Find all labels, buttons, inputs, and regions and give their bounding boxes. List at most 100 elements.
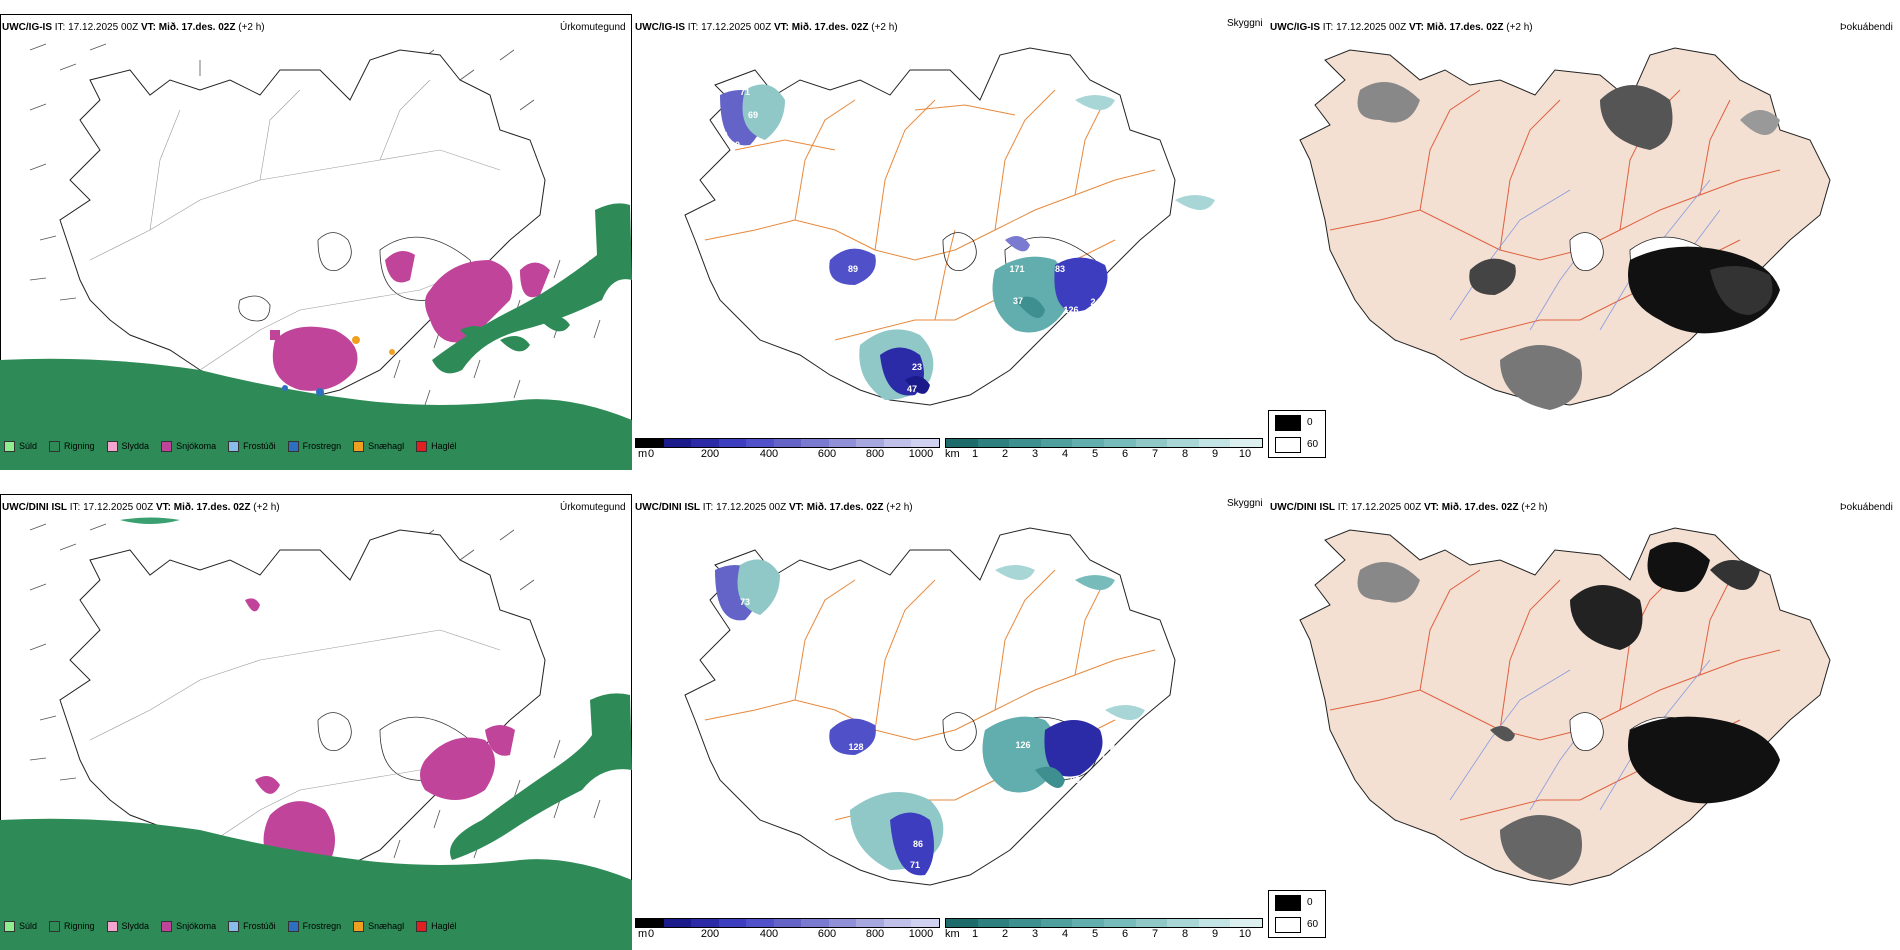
model-name: UWC/IG-IS	[2, 22, 52, 33]
vis-label: 73	[740, 597, 750, 607]
vis-label: 85	[950, 824, 960, 834]
it-value: 17.12.2025 00Z	[68, 22, 139, 33]
panel-title: UWC/IG-IS IT: 17.12.2025 00Z VT: Mið. 17…	[2, 22, 265, 33]
visibility-value-labels: 71 69 30 9 89 171 83 70 37 126 248 72 86…	[722, 87, 1130, 398]
vis-label: 248	[1090, 297, 1105, 307]
vis-label: 72	[1100, 754, 1110, 764]
legend-swatch	[228, 440, 240, 452]
legend-item: Slydda	[106, 920, 149, 932]
legend-swatch	[161, 440, 173, 452]
colorbar-tick: 7	[1151, 448, 1159, 460]
vt-label: VT:	[140, 22, 156, 33]
vis-label: 313	[1062, 806, 1077, 816]
fog-index-panel: UWC/DINI ISL IT: 17.12.2025 00Z VT: Mið.…	[1270, 480, 1900, 950]
panel-right-title: Þokuábendi	[1840, 22, 1893, 33]
visibility-map: 73 128 126 72 72 83 9 313 85 86 193 71 6…	[684, 527, 1176, 886]
road-network	[89, 79, 501, 371]
vt-value: Mið. 17.des. 02Z	[158, 22, 236, 33]
visibility-panel: UWC/IG-IS IT: 17.12.2025 00Z VT: Mið. 17…	[635, 0, 1270, 470]
fog-map	[1299, 47, 1831, 410]
visibility-low-areas	[715, 559, 1145, 876]
panel-title: UWC/DINI ISL IT: 17.12.2025 00Z VT: Mið.…	[1270, 502, 1548, 513]
row-dini: UWC/DINI ISL IT: 17.12.2025 00Z VT: Mið.…	[0, 480, 1900, 950]
vis-label: 83	[1070, 775, 1080, 785]
precip-legend: Súld Rigning Slydda Snjókoma Frostúði Fr…	[4, 438, 469, 454]
colorbar-tick: 4	[1061, 448, 1069, 460]
colorbar-tick: 2	[1001, 448, 1009, 460]
fog-legend-black	[1275, 415, 1301, 431]
legend-swatch	[4, 440, 15, 452]
vis-label: 9	[1084, 790, 1089, 800]
vis-label: 47	[907, 384, 917, 394]
visibility-low-areas	[720, 84, 1215, 400]
legend-item: Frostregn	[287, 440, 341, 452]
legend-swatch	[287, 440, 299, 452]
legend-swatch	[353, 440, 365, 452]
iceland-outline	[684, 527, 1176, 886]
precip-legend: Súld Rigning Slydda Snjókoma Frostúði Fr…	[4, 918, 469, 934]
vis-label: 128	[848, 742, 863, 752]
fog-legend: 0 60	[1268, 410, 1326, 458]
panel-title: UWC/DINI ISL IT: 17.12.2025 00Z VT: Mið.…	[635, 502, 913, 513]
vis-label: 86	[913, 839, 923, 849]
fog-legend-white	[1275, 437, 1301, 453]
snow-areas	[270, 251, 550, 391]
vis-label: 193	[947, 846, 962, 856]
vis-label: 9	[722, 130, 727, 140]
legend-item: Snjókoma	[161, 440, 216, 452]
colorbar-tick: 9	[1211, 448, 1219, 460]
row-igs: UWC/IG-IS IT: 17.12.2025 00Z VT: Mið. 17…	[0, 0, 1900, 470]
vis-label: 83	[1055, 264, 1065, 274]
colorbar-tick: 1000	[908, 448, 934, 460]
precip-type-panel: UWC/DINI ISL IT: 17.12.2025 00Z VT: Mið.…	[0, 480, 635, 950]
visibility-panel: UWC/DINI ISL IT: 17.12.2025 00Z VT: Mið.…	[635, 480, 1270, 950]
vis-label: 69	[748, 110, 758, 120]
panel-right-title: Skyggni	[1227, 498, 1263, 509]
fog-dense-areas	[1357, 542, 1780, 880]
legend-item: Haglél	[416, 920, 457, 932]
precip-map	[0, 517, 632, 950]
panel-title: UWC/DINI ISL IT: 17.12.2025 00Z VT: Mið.…	[2, 502, 280, 513]
vis-label: 70	[1120, 264, 1130, 274]
vis-label: 28	[941, 388, 951, 398]
vis-label: 70	[985, 348, 995, 358]
ice-pellet-spots	[352, 336, 395, 355]
legend-item: Snæhagl	[353, 920, 404, 932]
visibility-m-colorbar: m 0 200 400 600 800 1000	[635, 918, 940, 942]
freezing-rain-spots	[282, 385, 324, 396]
vis-label: 126	[1015, 740, 1030, 750]
legend-item: Frostregn	[287, 920, 341, 932]
legend-item: Snæhagl	[353, 440, 404, 452]
colorbar-unit: km	[945, 448, 960, 460]
precip-type-panel: UWC/IG-IS IT: 17.12.2025 00Z VT: Mið. 17…	[0, 0, 635, 470]
fog-index-panel: UWC/IG-IS IT: 17.12.2025 00Z VT: Mið. 17…	[1270, 0, 1900, 470]
colorbar-tick: 10	[1238, 448, 1252, 460]
visibility-km-colorbar: km 1 2 3 4 5 6 7 8 9 10	[945, 918, 1263, 942]
visibility-map: 71 69 30 9 89 171 83 70 37 126 248 72 86…	[684, 47, 1215, 406]
vis-label: 72	[1086, 314, 1096, 324]
vis-label: 126	[1063, 305, 1078, 315]
vis-label: 37	[1013, 296, 1023, 306]
legend-item: Frostúði	[228, 440, 276, 452]
vis-label: 30	[730, 140, 740, 150]
colorbar-tick: 1	[971, 448, 979, 460]
vis-label: 171	[1009, 264, 1024, 274]
fog-legend-black	[1275, 895, 1301, 911]
colorbar-tick: 8	[1181, 448, 1189, 460]
colorbar-tick: 0	[647, 448, 655, 460]
colorbar-tick: 800	[865, 448, 885, 460]
fog-map	[1299, 527, 1831, 886]
panel-right-title: Úrkomutegund	[560, 22, 626, 33]
visibility-m-colorbar: m 0 200 400 600 800 1000	[635, 438, 940, 462]
vis-label: 89	[848, 264, 858, 274]
panel-right-title: Úrkomutegund	[560, 502, 626, 513]
legend-item: Rigning	[49, 440, 95, 452]
precip-map	[0, 43, 632, 470]
fog-dense-areas	[1357, 82, 1780, 410]
fog-legend-white	[1275, 917, 1301, 933]
colorbar-tick: 600	[817, 448, 837, 460]
legend-item: Súld	[4, 440, 37, 452]
colorbar-unit: m	[638, 448, 648, 460]
panel-title: UWC/IG-IS IT: 17.12.2025 00Z VT: Mið. 17…	[1270, 22, 1533, 33]
vis-label: 23	[912, 362, 922, 372]
